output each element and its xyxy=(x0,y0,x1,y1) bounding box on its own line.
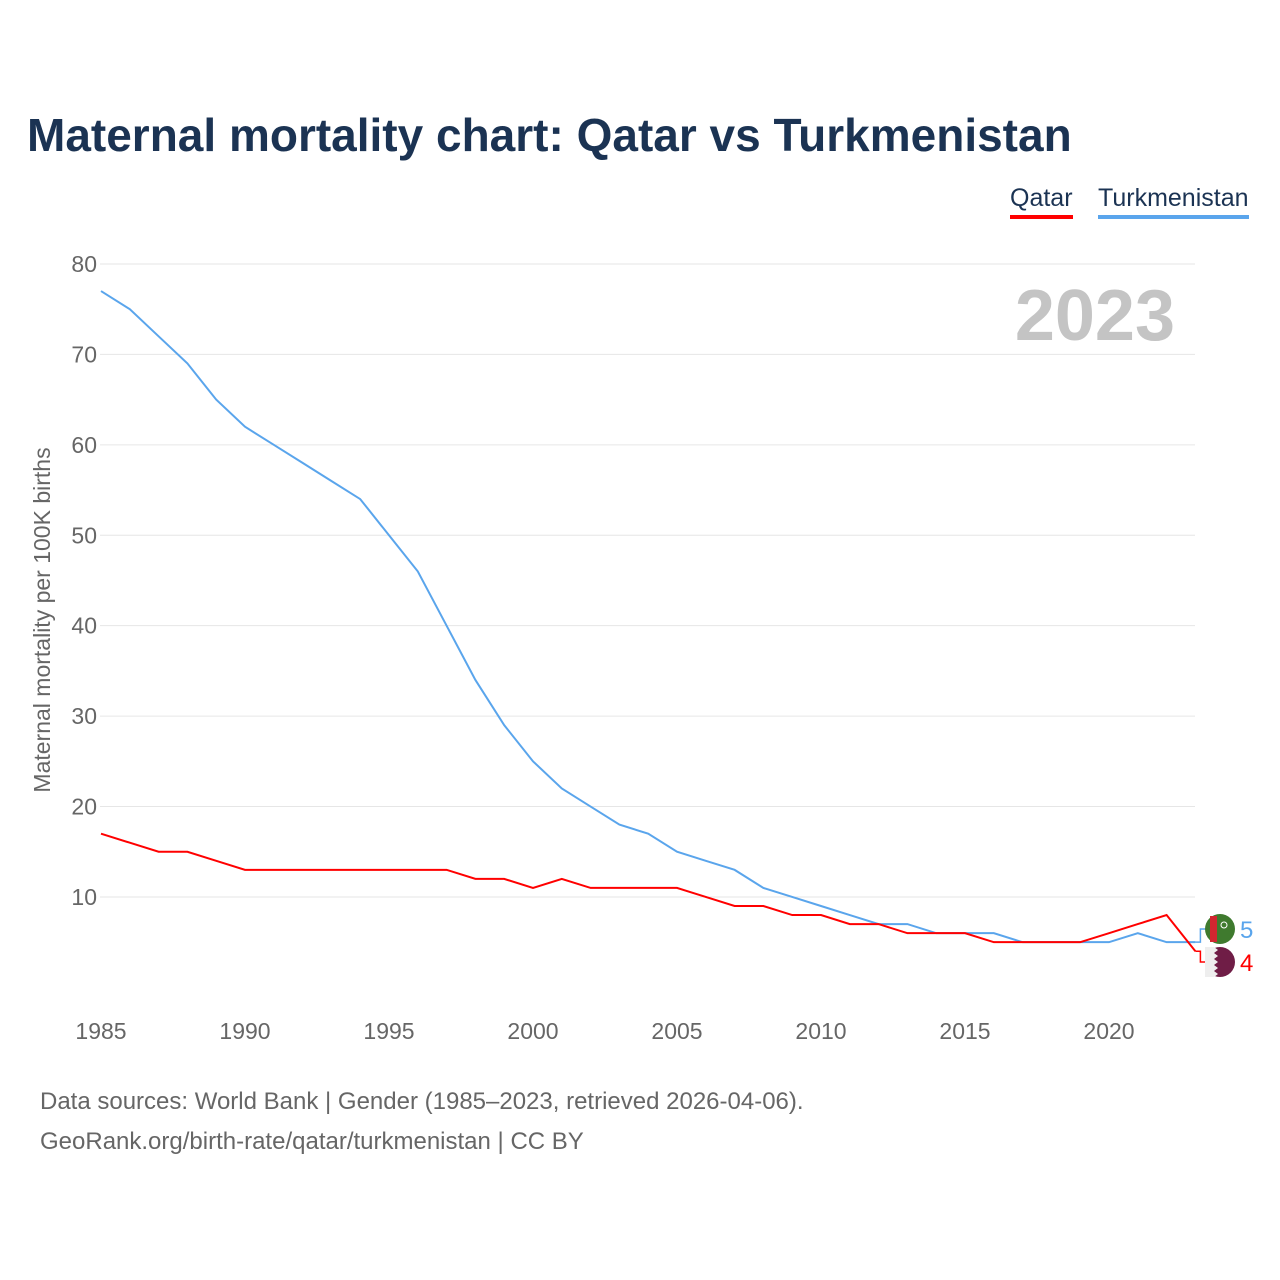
end-value-label: 4 xyxy=(1240,950,1253,977)
year-label: 2023 xyxy=(1015,276,1175,356)
legend-qatar[interactable]: Qatar xyxy=(1010,184,1073,219)
x-tick-label: 2010 xyxy=(795,1018,846,1044)
turkmenistan-flag-icon xyxy=(1205,914,1235,944)
series-line-qatar[interactable] xyxy=(100,832,1197,952)
end-value-label: 5 xyxy=(1240,917,1253,944)
series-line-turkmenistan[interactable] xyxy=(100,290,1196,944)
y-tick-label: 10 xyxy=(71,884,97,910)
y-tick-label: 70 xyxy=(71,341,97,367)
y-tick-label: 80 xyxy=(71,251,97,277)
end-connector xyxy=(1195,950,1206,963)
x-tick-label: 2020 xyxy=(1083,1018,1134,1044)
source-line: Data sources: World Bank | Gender (1985–… xyxy=(40,1088,804,1115)
x-tick-label: 2005 xyxy=(651,1018,702,1044)
y-tick-label: 30 xyxy=(71,703,97,729)
end-connector xyxy=(1195,928,1206,943)
qatar-flag-icon xyxy=(1205,947,1235,977)
x-tick-label: 1990 xyxy=(219,1018,270,1044)
y-tick-label: 20 xyxy=(71,794,97,820)
y-tick-label: 50 xyxy=(71,522,97,548)
chart-title: Maternal mortality chart: Qatar vs Turkm… xyxy=(27,109,1072,161)
x-tick-label: 1985 xyxy=(75,1018,126,1044)
y-tick-label: 40 xyxy=(71,613,97,639)
x-tick-label: 2015 xyxy=(939,1018,990,1044)
y-axis-label: Maternal mortality per 100K births xyxy=(29,447,55,792)
y-tick-label: 60 xyxy=(71,432,97,458)
x-tick-label: 1995 xyxy=(363,1018,414,1044)
x-tick-label: 2000 xyxy=(507,1018,558,1044)
source-link[interactable]: GeoRank.org/birth-rate/qatar/turkmenista… xyxy=(40,1128,584,1155)
legend-turkmenistan[interactable]: Turkmenistan xyxy=(1098,184,1249,219)
